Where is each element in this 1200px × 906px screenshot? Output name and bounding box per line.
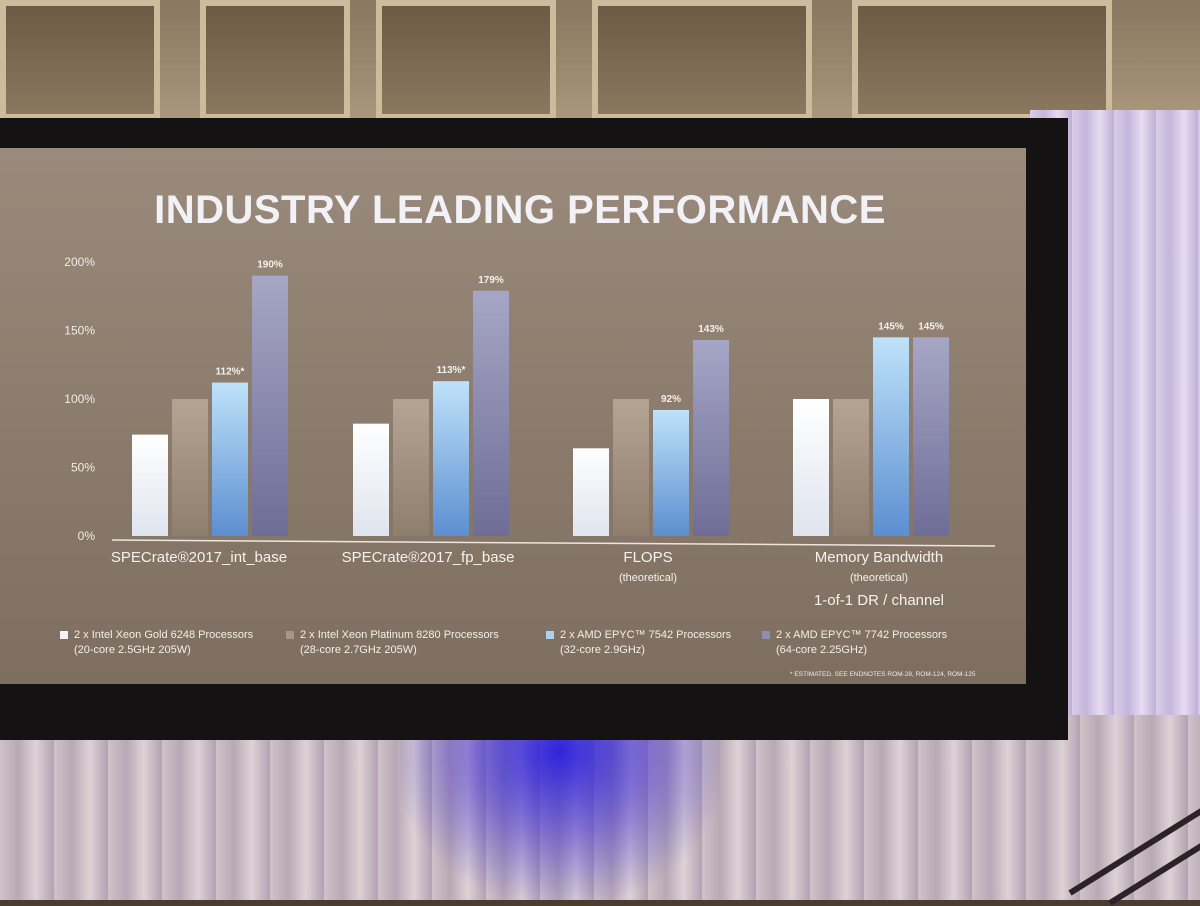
legend-label: 2 x Intel Xeon Gold 6248 Processors	[74, 629, 254, 641]
wall-panel	[0, 0, 160, 120]
stair-rail	[1060, 790, 1200, 906]
legend-sublabel: (64-core 2.25GHz)	[776, 644, 868, 656]
legend-swatch	[762, 631, 770, 640]
y-tick-label: 100%	[64, 392, 95, 406]
wall-panel	[852, 0, 1112, 120]
legend-swatch	[546, 631, 554, 640]
x-axis-line	[111, 539, 996, 547]
legend-item: 2 x Intel Xeon Gold 6248 Processors (20-…	[60, 628, 253, 658]
legend-swatch	[286, 631, 294, 640]
category-subtitle: (theoretical)	[850, 572, 908, 584]
wall-panel	[376, 0, 556, 120]
bar-value-label: 145%	[918, 321, 944, 332]
bar	[212, 382, 248, 536]
category-note: 1-of-1 DR / channel	[814, 592, 944, 609]
bar	[693, 340, 729, 536]
y-tick-label: 50%	[71, 461, 95, 475]
bar	[653, 409, 689, 536]
bar-value-label: 143%	[698, 324, 724, 335]
wall-panel	[200, 0, 350, 120]
bar	[913, 337, 949, 536]
legend-swatch	[60, 631, 68, 640]
legend-item: 2 x AMD EPYC™ 7542 Processors (32-core 2…	[546, 628, 731, 658]
category-label: SPECrate®2017_fp_base	[342, 549, 515, 566]
bar	[252, 275, 288, 536]
y-tick-label: 150%	[64, 324, 95, 338]
slide-title: INDUSTRY LEADING PERFORMANCE	[154, 188, 886, 232]
bar	[793, 399, 829, 536]
legend-sublabel: (32-core 2.9GHz)	[560, 644, 645, 656]
footnote: * ESTIMATED. SEE ENDNOTES ROM-28, ROM-12…	[790, 671, 976, 678]
bar	[573, 448, 609, 536]
bar-value-label: 190%	[257, 260, 283, 271]
category-label: SPECrate®2017_int_base	[111, 549, 287, 566]
bar-value-label: 179%	[478, 275, 504, 286]
legend-item: 2 x Intel Xeon Platinum 8280 Processors …	[286, 628, 499, 658]
bar	[433, 381, 469, 536]
y-tick-label: 0%	[78, 529, 96, 543]
category-label: FLOPS	[623, 549, 672, 566]
category-label: Memory Bandwidth	[815, 549, 943, 566]
bar	[613, 399, 649, 536]
bar-value-label: 112%*	[216, 367, 245, 378]
bar-value-label: 145%	[878, 321, 904, 332]
category-subtitle: (theoretical)	[619, 572, 677, 584]
legend-label: 2 x AMD EPYC™ 7742 Processors	[776, 629, 948, 641]
bar-value-label: 113%*	[437, 365, 466, 376]
legend-sublabel: (28-core 2.7GHz 205W)	[300, 644, 417, 656]
y-tick-label: 200%	[64, 255, 95, 269]
legend-item: 2 x AMD EPYC™ 7742 Processors (64-core 2…	[762, 628, 947, 658]
legend-label: 2 x Intel Xeon Platinum 8280 Processors	[300, 629, 499, 641]
bar	[132, 434, 168, 536]
bar	[353, 423, 389, 536]
bar	[172, 399, 208, 536]
wall-panel	[592, 0, 812, 120]
bar	[833, 399, 869, 536]
bar-value-label: 92%	[661, 394, 681, 405]
legend-sublabel: (20-core 2.5GHz 205W)	[74, 644, 191, 656]
ornate-wall	[0, 0, 1200, 140]
stage-light	[400, 715, 720, 900]
bar	[473, 290, 509, 536]
bar	[873, 337, 909, 536]
bar	[393, 399, 429, 536]
legend-label: 2 x AMD EPYC™ 7542 Processors	[560, 629, 732, 641]
